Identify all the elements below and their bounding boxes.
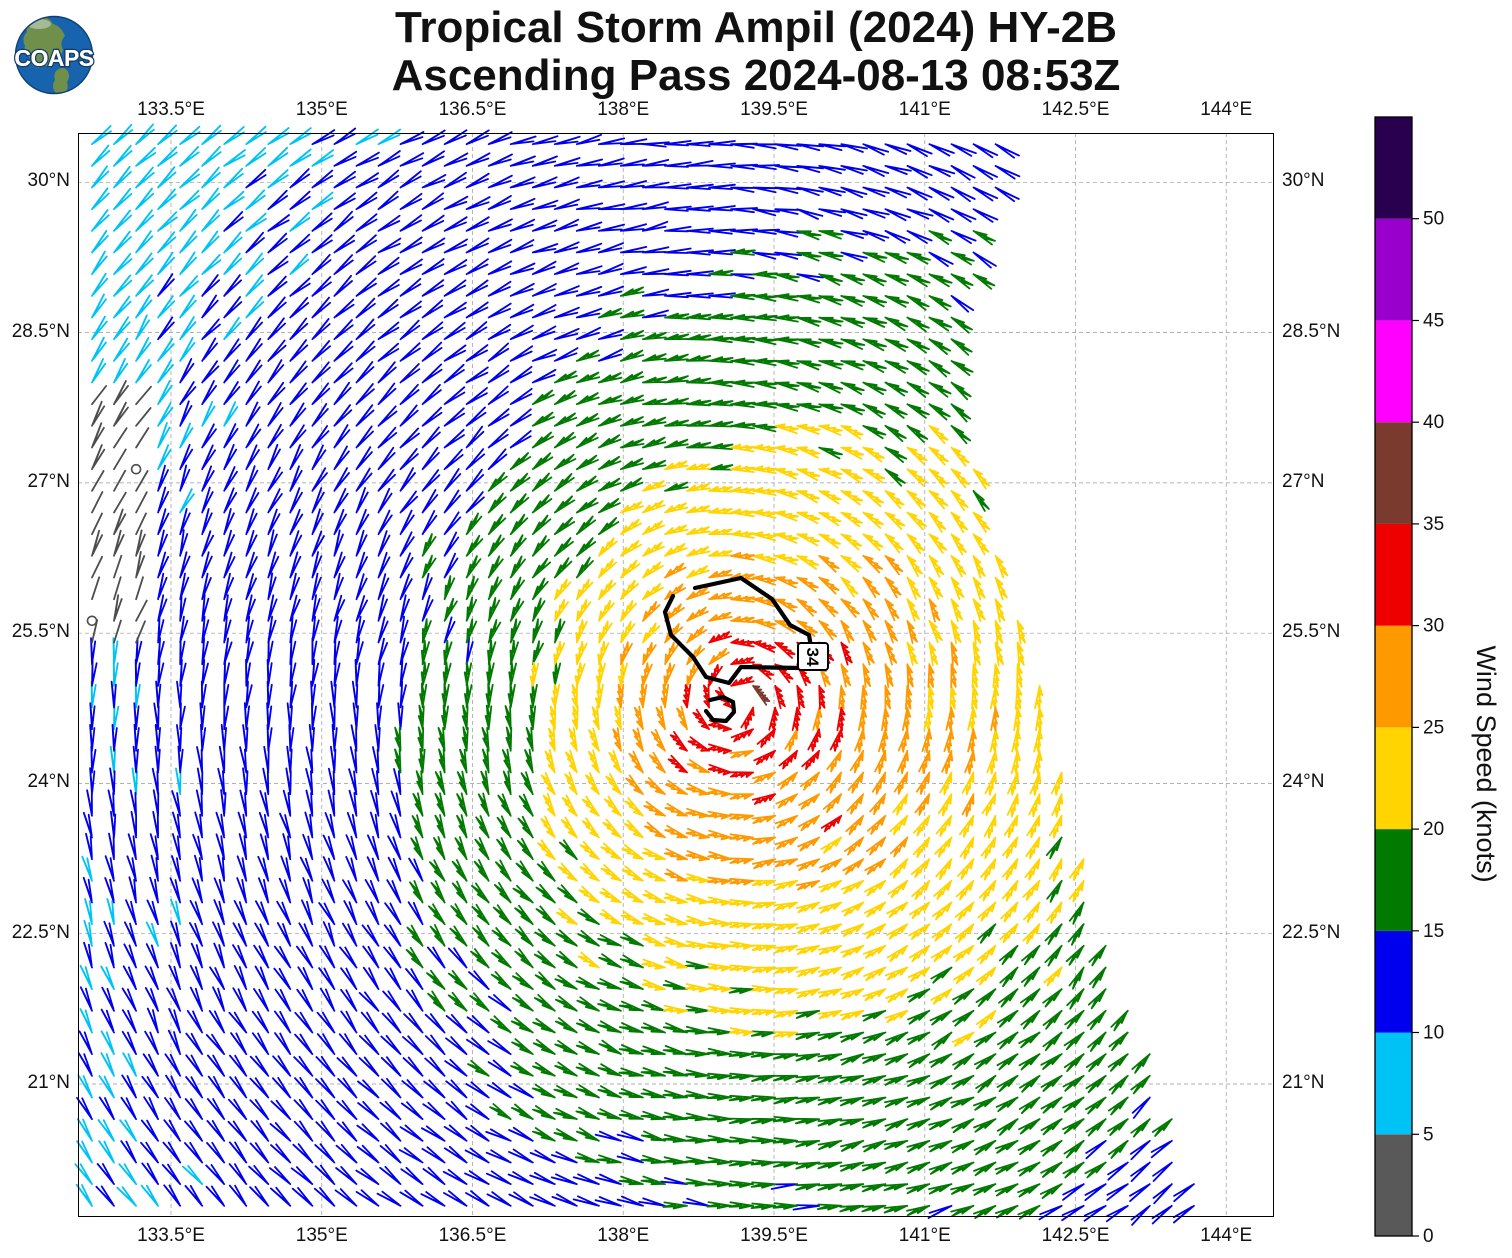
svg-text:30: 30 (1423, 616, 1444, 637)
svg-text:20: 20 (1423, 819, 1444, 840)
svg-text:0: 0 (1423, 1226, 1434, 1247)
svg-text:45: 45 (1423, 311, 1444, 332)
svg-text:Wind Speed (knots): Wind Speed (knots) (1471, 645, 1501, 882)
svg-text:10: 10 (1423, 1023, 1444, 1044)
svg-text:25: 25 (1423, 717, 1444, 738)
svg-text:50: 50 (1423, 209, 1444, 230)
svg-text:5: 5 (1423, 1124, 1434, 1145)
svg-text:40: 40 (1423, 412, 1444, 433)
svg-text:COAPS: COAPS (14, 45, 93, 71)
svg-text:35: 35 (1423, 514, 1444, 535)
svg-text:34: 34 (803, 648, 822, 667)
svg-text:15: 15 (1423, 921, 1444, 942)
